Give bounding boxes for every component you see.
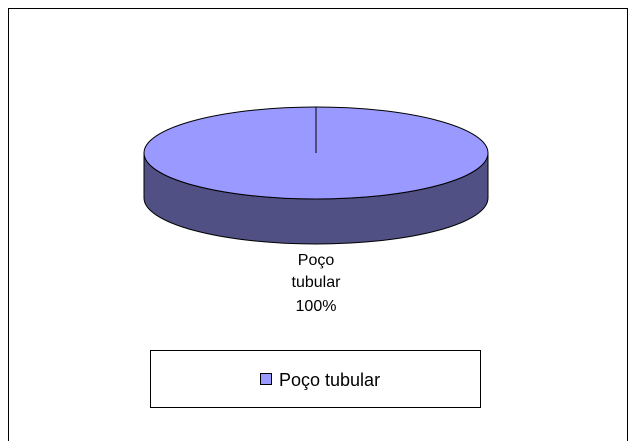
legend-box (150, 350, 481, 408)
legend-swatch (260, 373, 272, 385)
legend-label: Poço tubular (279, 370, 380, 390)
slice-value-label: 100% (295, 298, 337, 315)
slice-label: Poço tubular (291, 252, 341, 291)
chart-frame (8, 8, 628, 441)
